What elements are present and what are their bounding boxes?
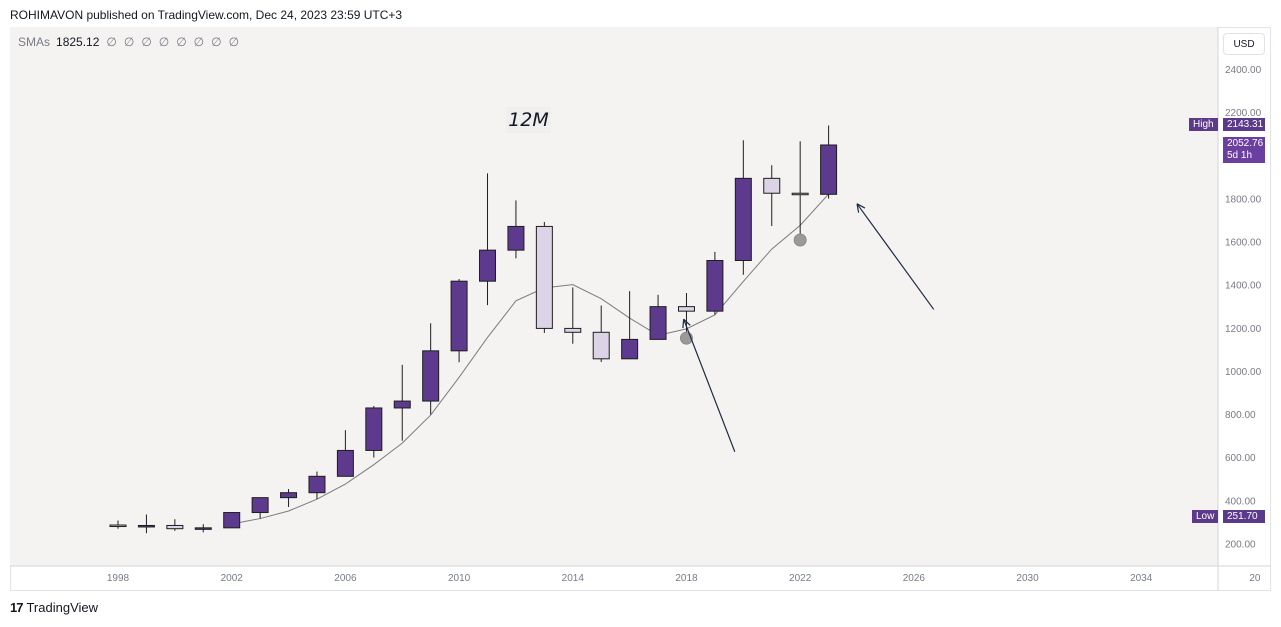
candle-body <box>706 259 724 312</box>
candle-body <box>166 524 184 530</box>
empty-value: ∅ <box>123 35 135 49</box>
timeframe-annotation: 12M <box>506 107 551 133</box>
candle-body <box>308 475 326 494</box>
x-tick-label: 20 <box>1249 573 1261 584</box>
candle-body <box>734 177 752 261</box>
empty-value: ∅ <box>211 35 222 49</box>
candle-body <box>137 524 155 528</box>
y-tick-label: 2200.00 <box>1225 108 1262 119</box>
arrow-head <box>683 318 691 326</box>
plot-background <box>10 27 1218 566</box>
last-price-tag: 2052.76 5d 1h <box>1223 137 1265 163</box>
arrow-line <box>856 203 935 310</box>
candle-body <box>621 338 639 360</box>
x-tick-label: 2026 <box>903 573 926 584</box>
arrow-head <box>856 203 866 209</box>
currency-button[interactable]: USD <box>1223 33 1265 55</box>
x-tick-label: 2006 <box>334 573 357 584</box>
last-price-value: 2052.76 <box>1227 138 1264 149</box>
empty-value: ∅ <box>193 35 205 49</box>
candle-body <box>507 225 525 251</box>
x-tick-label: 2014 <box>562 573 585 584</box>
empty-value: ∅ <box>106 35 117 49</box>
candle-body <box>763 177 781 194</box>
indicator-name: SMAs <box>18 35 51 49</box>
candle-body <box>280 492 298 499</box>
candle-body <box>820 144 838 195</box>
candle-body <box>535 225 553 329</box>
high-label-tag: High <box>1189 118 1218 131</box>
x-tick-label: 2002 <box>221 573 244 584</box>
candle-body <box>336 449 354 477</box>
x-tick-label: 2022 <box>789 573 812 584</box>
candle-body <box>109 524 127 528</box>
empty-value: ∅ <box>158 35 170 49</box>
y-tick-label: 1400.00 <box>1225 281 1262 292</box>
candle-body <box>251 497 269 514</box>
candle-body <box>393 400 411 409</box>
candle-body <box>677 306 695 312</box>
candle-body <box>194 527 212 530</box>
x-tick-label: 2034 <box>1130 573 1153 584</box>
indicator-value: 1825.12 <box>56 35 100 49</box>
y-tick-label: 600.00 <box>1225 453 1256 464</box>
y-tick-label: 1600.00 <box>1225 238 1262 249</box>
tradingview-logo-icon: 17 <box>10 600 24 615</box>
y-tick-label: 1800.00 <box>1225 194 1262 205</box>
x-tick-label: 1998 <box>107 573 130 584</box>
brand-name: TradingView <box>26 600 99 615</box>
publish-header: ROHIMAVON published on TradingView.com, … <box>10 8 403 22</box>
chart-canvas[interactable]: 1998 2002 2006 2010 2014 2018 2022 2026 2030 2034… <box>10 27 1271 591</box>
candle-body <box>791 192 809 196</box>
empty-value: ∅ <box>141 35 152 49</box>
bar-countdown: 5d 1h <box>1227 150 1253 161</box>
sma-line <box>231 193 829 525</box>
y-tick-label: 400.00 <box>1225 496 1256 507</box>
candle-body <box>479 249 497 282</box>
empty-value: ∅ <box>176 35 187 49</box>
marker-dot <box>793 233 807 247</box>
candle-body <box>422 350 440 402</box>
arrow-head <box>682 319 685 329</box>
arrow-head <box>856 203 860 213</box>
x-tick-label: 2030 <box>1016 573 1039 584</box>
candle-body <box>365 407 383 451</box>
y-tick-label: 200.00 <box>1225 539 1256 550</box>
high-value-tag: 2143.31 <box>1223 118 1265 131</box>
candle-body <box>592 331 610 360</box>
y-tick-label: 1000.00 <box>1225 367 1262 378</box>
candle-body <box>450 280 468 352</box>
footer-branding[interactable]: 17 TradingView <box>10 600 98 615</box>
indicator-legend[interactable]: SMAs 1825.12 ∅ ∅ ∅ ∅ ∅ ∅ ∅ ∅ <box>18 35 239 49</box>
y-tick-label: 800.00 <box>1225 410 1256 421</box>
candle-body <box>223 512 241 529</box>
candle-body <box>564 327 582 333</box>
x-tick-label: 2010 <box>448 573 471 584</box>
y-tick-label: 1200.00 <box>1225 324 1262 335</box>
arrow-line <box>683 318 736 452</box>
candle-body <box>649 306 667 340</box>
y-tick-label: 2400.00 <box>1225 65 1262 76</box>
low-label-tag: Low <box>1192 510 1219 523</box>
x-tick-label: 2018 <box>675 573 698 584</box>
low-value-tag: 251.70 <box>1223 510 1265 523</box>
empty-value: ∅ <box>228 35 240 49</box>
